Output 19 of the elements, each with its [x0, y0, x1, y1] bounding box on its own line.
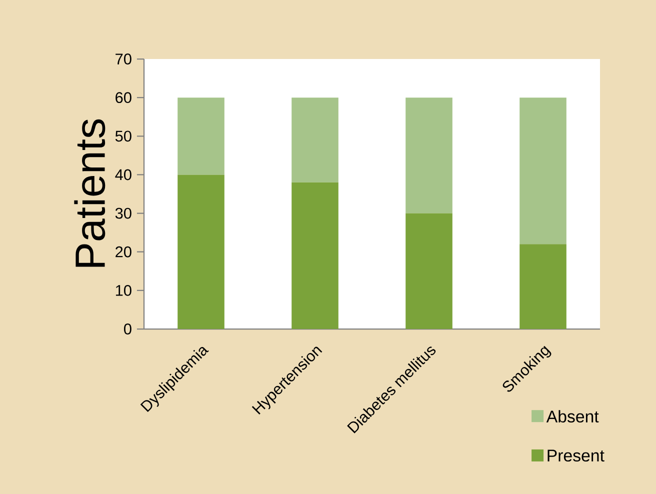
y-tick-label: 20 — [116, 246, 132, 258]
y-tick-label: 50 — [115, 130, 132, 142]
bar — [520, 98, 566, 244]
bar — [292, 182, 338, 330]
bar — [520, 244, 566, 330]
y-tick-label: 40 — [115, 169, 132, 180]
bar — [406, 98, 452, 214]
bar — [178, 174, 224, 330]
y-tick-label: 0 — [124, 324, 132, 334]
legend-label: Present — [548, 450, 604, 462]
bar — [292, 98, 338, 182]
y-tick-label: 70 — [116, 54, 132, 64]
y-tick-label: 30 — [115, 208, 132, 219]
legend-label: Absent — [546, 410, 599, 423]
y-tick-label: 60 — [116, 92, 132, 104]
bar — [178, 98, 224, 175]
y-axis-title: Patients — [74, 119, 106, 267]
bar — [406, 213, 452, 330]
y-tick-label: 10 — [116, 284, 132, 296]
